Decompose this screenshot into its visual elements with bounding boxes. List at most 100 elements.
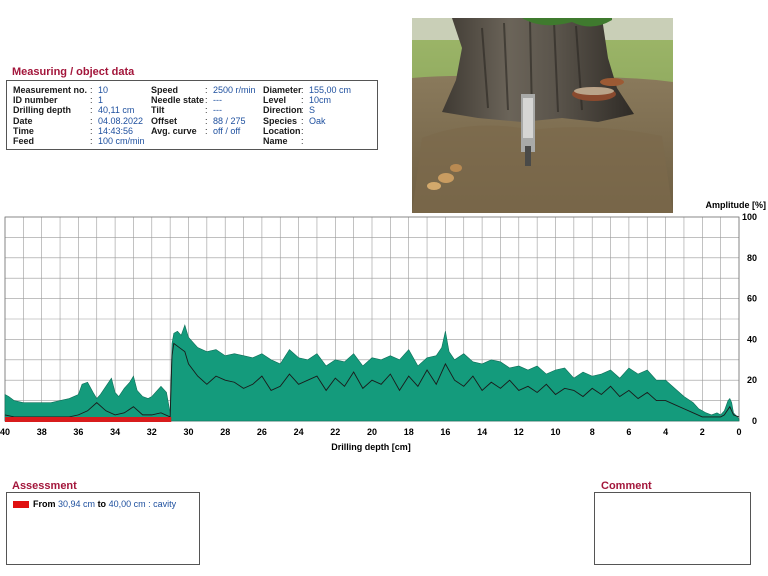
x-tick-label: 10	[550, 427, 560, 437]
x-tick-label: 20	[367, 427, 377, 437]
info-separator: :	[205, 105, 208, 116]
info-label: Avg. curve	[151, 125, 197, 136]
y-tick-label: 100	[742, 212, 757, 222]
x-tick-label: 12	[514, 427, 524, 437]
info-row: Measurement no.:10	[13, 85, 145, 95]
amplitude-line	[4, 342, 740, 418]
info-separator: :	[90, 125, 93, 136]
x-tick-label: 6	[626, 427, 631, 437]
x-axis-ticks: 40 38 36 34 32 30 28 26 24 22 20 18 16 14 12 10 8 6 4 2 0	[0, 427, 742, 437]
info-row: Offset:88 / 275	[151, 116, 256, 126]
x-tick-label: 34	[110, 427, 120, 437]
info-label: Time	[13, 125, 34, 136]
cavity-marker	[5, 417, 172, 422]
assessment-result: : cavity	[148, 499, 177, 509]
measuring-column-1: Measurement no.:10 ID number:1 Drilling de…	[13, 85, 145, 146]
info-value: off / off	[213, 125, 241, 136]
x-tick-label: 8	[590, 427, 595, 437]
info-row: Diameter: 155,00 cm	[263, 85, 351, 95]
to-value: 40,00 cm	[108, 499, 146, 509]
y-tick-label: 60	[747, 294, 757, 304]
info-label: Feed	[13, 135, 35, 146]
info-label: Direction	[263, 105, 303, 116]
info-separator: :	[205, 115, 208, 126]
amplitude-chart: 40 38 36 34 32 30 28 26 24 22 20 18 16 14 12 10 8 6 4 2 0 02…	[0, 200, 767, 452]
x-tick-label: 16	[440, 427, 450, 437]
y-tick-label: 0	[752, 416, 757, 426]
info-label: Needle state	[151, 95, 205, 106]
info-row: Name:	[263, 136, 351, 146]
measuring-column-2: Speed:2500 r/min Needle state: --- Tilt: ---…	[151, 85, 256, 136]
comment-title: Comment	[601, 480, 652, 492]
info-value: 10	[98, 85, 109, 95]
cavity-swatch	[13, 501, 29, 508]
info-row: Drilling depth:40,11 cm	[13, 105, 145, 115]
info-row: Location:	[263, 126, 351, 136]
x-tick-label: 32	[147, 427, 157, 437]
info-row: Species: Oak	[263, 116, 351, 126]
x-tick-label: 2	[700, 427, 705, 437]
x-tick-label: 24	[294, 427, 304, 437]
info-value: 88 / 275	[213, 115, 246, 126]
info-label: Speed	[151, 85, 179, 95]
assessment-entry: From 30,94 cm to 40,00 cm : cavity	[13, 499, 176, 509]
x-tick-label: 30	[183, 427, 193, 437]
info-value: 2500 r/min	[213, 85, 256, 95]
x-tick-label: 28	[220, 427, 230, 437]
info-separator: :	[205, 95, 208, 106]
info-row: Level:10cm	[263, 95, 351, 105]
info-separator: :	[90, 115, 93, 126]
y-tick-label: 40	[747, 334, 757, 344]
amplitude-area	[4, 324, 740, 422]
info-row: Tilt: ---	[151, 105, 256, 115]
info-value: 155,00 cm	[309, 85, 352, 95]
info-value: 1	[98, 95, 104, 106]
info-row: Avg. curve: off / off	[151, 126, 256, 136]
info-label: Level	[263, 95, 287, 106]
info-separator: :	[205, 125, 208, 136]
x-tick-label: 18	[404, 427, 414, 437]
x-tick-label: 14	[477, 427, 487, 437]
info-value: 40,11 cm	[98, 105, 135, 116]
tree-photo	[412, 18, 673, 213]
info-value: S	[309, 105, 316, 116]
y-axis-label: Amplitude [%]	[706, 200, 767, 210]
assessment-panel: From 30,94 cm to 40,00 cm : cavity	[6, 492, 200, 565]
info-label: Diameter	[263, 85, 302, 95]
info-label: Location	[263, 125, 301, 136]
info-value: ---	[213, 105, 222, 116]
info-separator: :	[301, 115, 304, 126]
info-value: 14:43:56	[98, 125, 134, 136]
to-label: to	[97, 499, 107, 509]
info-row: Date:04.08.2022	[13, 116, 145, 126]
from-value: 30,94 cm	[58, 499, 96, 509]
measuring-data-panel: Measurement no.:10 ID number:1 Drilling de…	[6, 80, 378, 150]
info-row: Time:14:43:56	[13, 126, 145, 136]
x-tick-label: 22	[330, 427, 340, 437]
chart-line-series	[4, 342, 740, 418]
chart-area-series	[4, 324, 740, 422]
info-row: Feed:100 cm/min	[13, 136, 145, 146]
x-tick-label: 36	[73, 427, 83, 437]
x-tick-label: 0	[736, 427, 741, 437]
info-separator: :	[90, 85, 93, 95]
measuring-column-3: Diameter: 155,00 cm Level:10cm Direction: S S…	[263, 85, 351, 146]
info-separator: :	[90, 135, 93, 146]
info-separator: :	[205, 85, 208, 95]
from-label: From	[33, 499, 56, 509]
comment-panel	[594, 492, 751, 565]
x-tick-label: 40	[0, 427, 10, 437]
info-row: Speed:2500 r/min	[151, 85, 256, 95]
info-row: ID number:1	[13, 95, 145, 105]
info-label: Offset	[151, 115, 178, 126]
x-tick-label: 4	[663, 427, 668, 437]
info-row: Direction: S	[263, 105, 351, 115]
info-label: Tilt	[151, 105, 165, 116]
info-row: Needle state: ---	[151, 95, 256, 105]
info-label: ID number	[13, 95, 58, 106]
info-label: Measurement no.	[13, 85, 88, 95]
info-separator: :	[301, 85, 304, 95]
y-axis-ticks: 0 20 40 60 80 100	[742, 212, 757, 426]
info-label: Date	[13, 115, 33, 126]
x-tick-label: 38	[37, 427, 47, 437]
